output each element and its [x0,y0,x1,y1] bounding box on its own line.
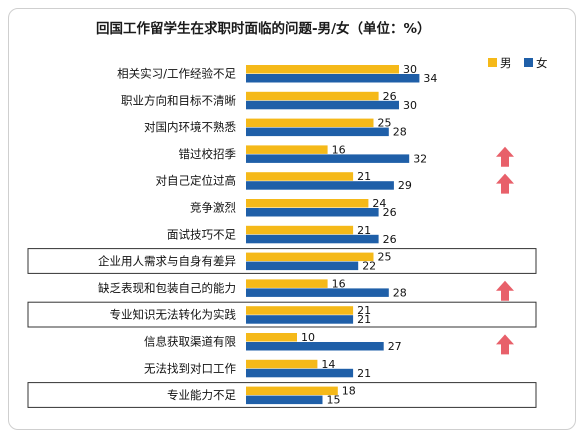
value-label-female: 28 [393,286,407,299]
value-label-female: 32 [413,152,427,165]
bar-female [246,395,323,405]
value-label-male: 24 [372,197,386,210]
category-highlight-box [27,248,537,274]
bar-female [246,154,410,163]
up-arrow-icon [496,334,514,355]
category-label: 错过校招季 [179,147,237,161]
bar-female [246,127,389,137]
value-label-female: 21 [357,313,371,326]
value-label-male: 14 [321,358,335,371]
value-label-female: 30 [403,99,417,112]
bar-female [246,181,394,190]
bar-female [246,368,354,378]
value-label-female: 34 [423,72,437,85]
bar-female [246,342,384,351]
chart-title: 回国工作留学生在求职时面临的问题-男/女（单位：%） [96,20,431,37]
value-label-male: 10 [301,331,315,344]
category-label: 专业能力不足 [167,388,236,402]
value-label-male: 21 [357,224,371,237]
value-label-female: 15 [327,394,341,407]
category-label: 职业方向和目标不清晰 [121,93,236,107]
value-label-male: 18 [342,385,356,398]
bar-male [246,118,374,128]
bar-male [246,91,379,101]
value-label-female: 27 [388,340,402,353]
category-label: 相关实习/工作经验不足 [117,67,236,81]
legend-label-1: 女 [536,56,548,70]
category-label: 对国内环境不熟悉 [144,120,236,134]
bar-male [246,172,354,181]
bar-male [246,199,369,208]
value-label-male: 25 [378,117,392,130]
value-label-male: 30 [403,63,417,76]
bar-female [246,288,389,297]
up-arrow-icon [496,173,514,194]
category-label: 缺乏表现和包装自己的能力 [98,281,236,295]
bar-female [246,315,354,324]
category-label: 信息获取渠道有限 [144,335,236,349]
bar-male [246,306,354,315]
category-label: 企业用人需求与自身有差异 [98,254,236,268]
bar-female [246,261,359,271]
category-label: 对自己定位过高 [156,174,237,188]
value-label-female: 21 [357,367,371,380]
bar-male [246,225,354,235]
bar-female [246,100,399,110]
value-label-male: 21 [357,304,371,317]
value-label-male: 16 [332,277,346,290]
bar-female [246,74,420,83]
value-label-female: 28 [393,126,407,139]
value-label-female: 29 [398,179,412,192]
bar-female [246,234,379,244]
up-arrow-icon [496,146,514,167]
value-label-male: 16 [332,143,346,156]
value-label-male: 26 [383,90,397,103]
bar-male [246,145,328,154]
legend-swatch-1 [524,58,533,67]
bar-male [246,65,399,74]
legend-swatch-0 [488,58,497,67]
category-label: 无法找到对口工作 [144,361,236,375]
legend-label-0: 男 [500,56,512,70]
bar-female [246,208,379,217]
category-label: 专业知识无法转化为实践 [110,308,237,322]
bar-male [246,333,297,342]
value-label-male: 25 [378,251,392,264]
value-label-female: 26 [383,233,397,246]
value-label-male: 21 [357,170,371,183]
bar-male [246,386,338,396]
bar-male [246,279,328,288]
value-label-female: 26 [383,206,397,219]
category-label: 竞争激烈 [190,201,236,215]
bar-male [246,359,318,369]
category-highlight-box [27,382,537,408]
up-arrow-icon [496,280,514,301]
category-highlight-box [27,301,537,328]
value-label-female: 22 [362,260,376,273]
category-label: 面试技巧不足 [167,227,236,241]
bar-male [246,252,374,262]
